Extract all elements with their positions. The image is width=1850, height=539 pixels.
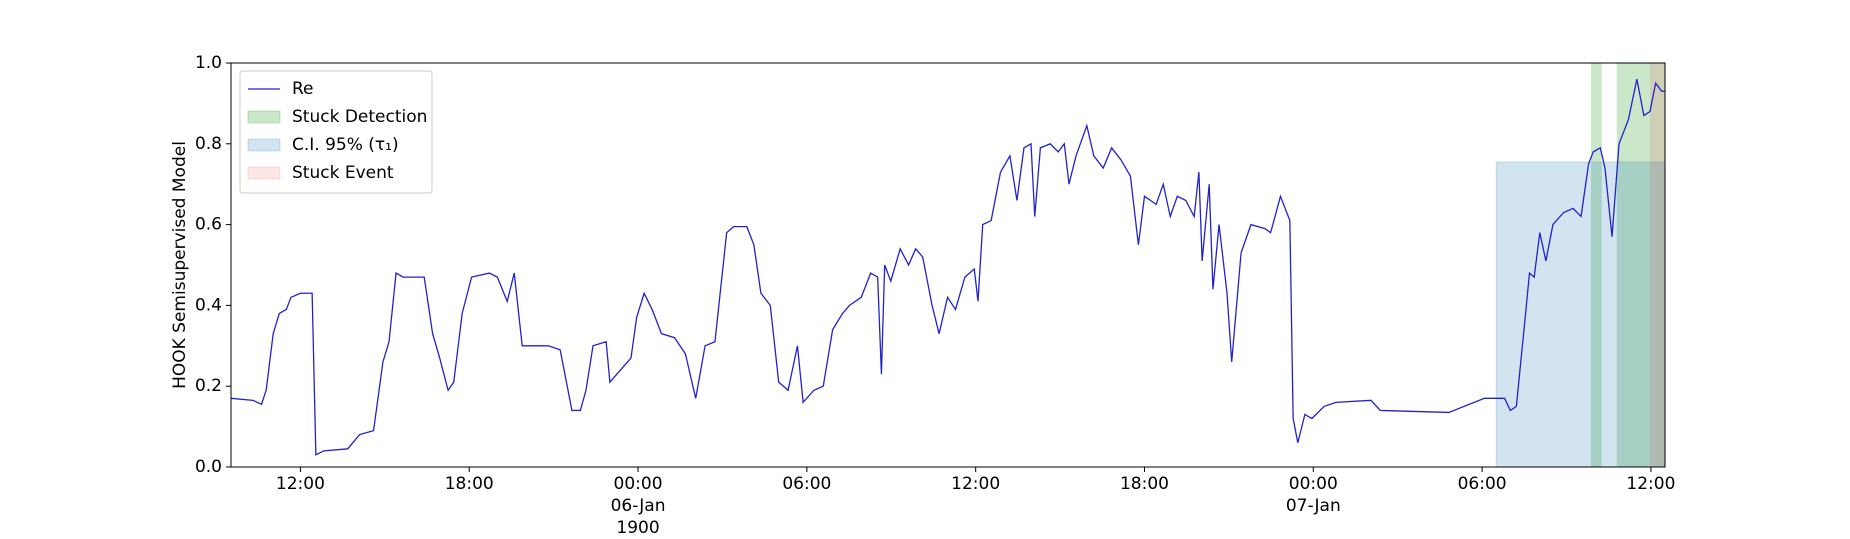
x-tick-label: 00:00 06-Jan 1900 bbox=[610, 474, 666, 538]
y-tick-label: 1.0 bbox=[195, 53, 222, 73]
page: {"chart_data": {"type": "line", "ylabel"… bbox=[170, 53, 1676, 538]
legend-swatch bbox=[247, 110, 281, 124]
y-tick-label: 0.6 bbox=[195, 215, 222, 235]
chart: HOOK Semisupervised Model 0.0 0.2 0.4 0.6 0.… bbox=[170, 53, 1666, 477]
x-tick-label: 00:00 07-Jan bbox=[1285, 474, 1341, 516]
y-tick-label: 0.2 bbox=[195, 376, 222, 396]
x-tick-label: 06:00 bbox=[1457, 474, 1507, 494]
span bbox=[1649, 63, 1665, 467]
y-tick-label: 0.8 bbox=[195, 134, 222, 154]
legend-label: C.I. 95% (τ₁) bbox=[292, 135, 399, 155]
x-tick-label: 12:00 bbox=[1626, 474, 1676, 494]
legend-label: Stuck Event bbox=[292, 163, 394, 183]
y-axis-label: HOOK Semisupervised Model bbox=[170, 141, 190, 389]
y-tick-label: 0.0 bbox=[195, 457, 222, 477]
plot-frame bbox=[230, 62, 1666, 468]
x-tick-label: 18:00 bbox=[1119, 474, 1169, 494]
y-tick-label: 0.4 bbox=[195, 295, 222, 315]
legend: Re Stuck Detection C.I. 95% (τ₁) Stuck Even… bbox=[239, 70, 433, 194]
legend-label: Stuck Detection bbox=[292, 107, 427, 127]
legend-box bbox=[239, 70, 433, 194]
x-tick-label: 12:00 bbox=[951, 474, 1001, 494]
legend-label: Re bbox=[292, 79, 314, 99]
x-tick-label: 12:00 bbox=[275, 474, 325, 494]
legend-swatch bbox=[247, 138, 281, 152]
line bbox=[230, 79, 1665, 456]
x-tick-label: 06:00 bbox=[782, 474, 832, 494]
span bbox=[1495, 161, 1666, 468]
legend-swatch bbox=[247, 166, 281, 180]
span bbox=[1590, 63, 1602, 467]
x-tick-label: 18:00 bbox=[444, 474, 494, 494]
